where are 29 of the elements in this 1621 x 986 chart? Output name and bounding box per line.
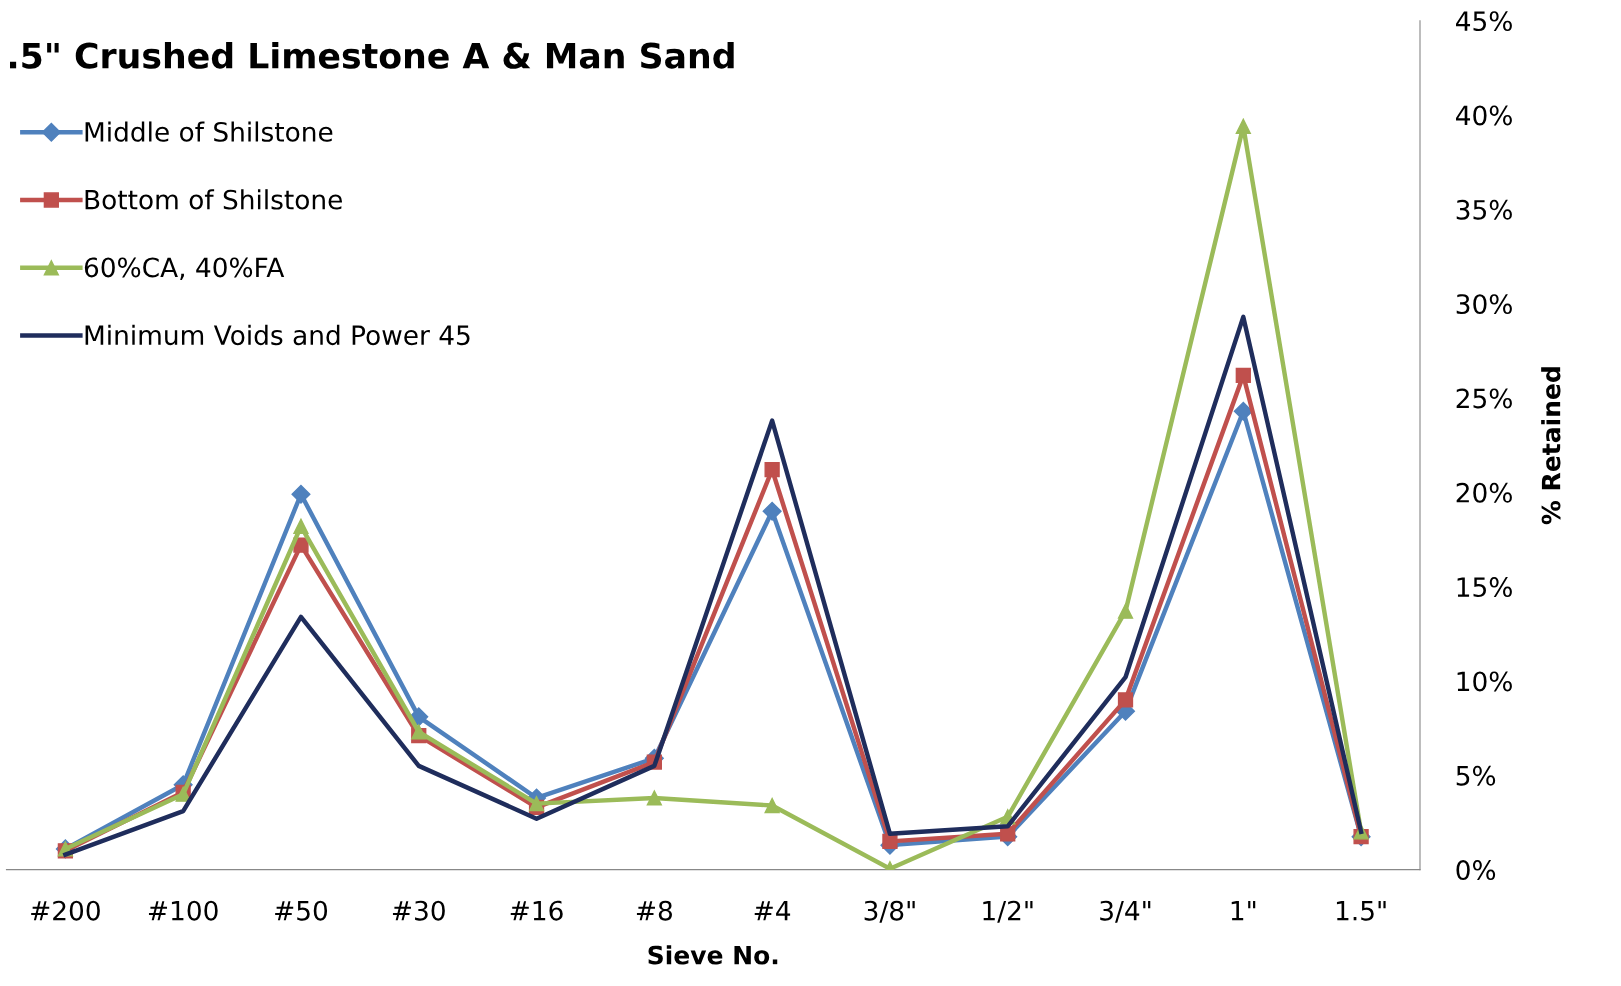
y-tick-label: 40% [1456, 105, 1512, 126]
x-tick-label: 1" [1231, 901, 1256, 921]
x-tick-label: #8 [636, 900, 672, 921]
y-tick-label: 20% [1456, 482, 1512, 503]
x-tick-label: #4 [754, 901, 791, 921]
x-tick-label: #16 [510, 900, 563, 921]
x-tick-label: #30 [392, 900, 445, 921]
y-tick-label: 45% [1456, 11, 1512, 32]
y-tick-label: 25% [1456, 388, 1512, 409]
y-tick-label: 10% [1457, 671, 1512, 692]
x-tick-label: #50 [275, 900, 328, 921]
y-tick-label: 5% [1456, 765, 1496, 786]
y-tick-label: 0% [1456, 860, 1496, 881]
chart-title: .5" Crushed Limestone A & Man Sand [10, 41, 734, 69]
y-axis-title: % Retained [1541, 367, 1561, 525]
legend-label: Middle of Shilstone [85, 121, 333, 142]
x-tick-label: #100 [148, 900, 218, 921]
y-tick-label: 30% [1456, 294, 1512, 315]
x-tick-label: 1.5" [1336, 901, 1386, 921]
x-tick-label: 1/2" [983, 900, 1033, 923]
legend-label: Bottom of Shilstone [85, 189, 342, 210]
legend-label: 60%CA, 40%FA [84, 257, 285, 281]
y-tick-label: 35% [1456, 199, 1512, 220]
x-axis-title: Sieve No. [648, 945, 778, 965]
y-tick-label: 15% [1457, 577, 1512, 598]
x-tick-label: #200 [31, 900, 100, 921]
legend-label: Minimum Voids and Power 45 [85, 324, 470, 346]
x-tick-label: 3/4" [1100, 900, 1151, 923]
x-tick-label: 3/8" [864, 900, 915, 923]
